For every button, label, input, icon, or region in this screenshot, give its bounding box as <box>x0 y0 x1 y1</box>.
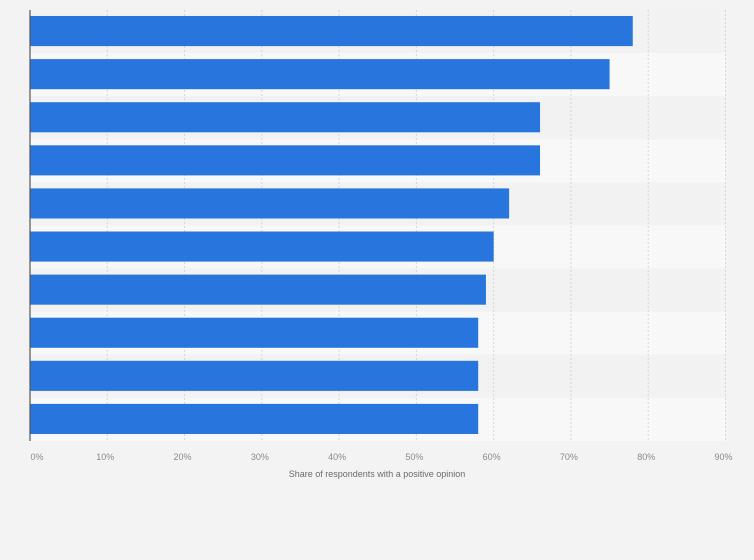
bar <box>30 317 479 348</box>
x-tick-label: 80% <box>637 452 655 462</box>
bar <box>30 102 541 133</box>
x-tick-label: 10% <box>96 452 114 462</box>
x-tick-label: 70% <box>560 452 578 462</box>
bar <box>30 145 541 176</box>
x-tick-label: 0% <box>30 452 43 462</box>
x-tick-label: 30% <box>251 452 269 462</box>
x-tick-label: 90% <box>714 452 732 462</box>
bar <box>30 274 486 305</box>
bar <box>30 360 479 391</box>
bar <box>30 59 610 90</box>
x-tick-label: 20% <box>174 452 192 462</box>
bar <box>30 231 494 262</box>
x-tick-label: 40% <box>328 452 346 462</box>
x-axis-label: Share of respondents with a positive opi… <box>289 469 466 479</box>
bar <box>30 188 510 219</box>
x-tick-label: 50% <box>405 452 423 462</box>
bar <box>30 16 633 47</box>
bar <box>30 403 479 434</box>
x-tick-label: 60% <box>483 452 501 462</box>
